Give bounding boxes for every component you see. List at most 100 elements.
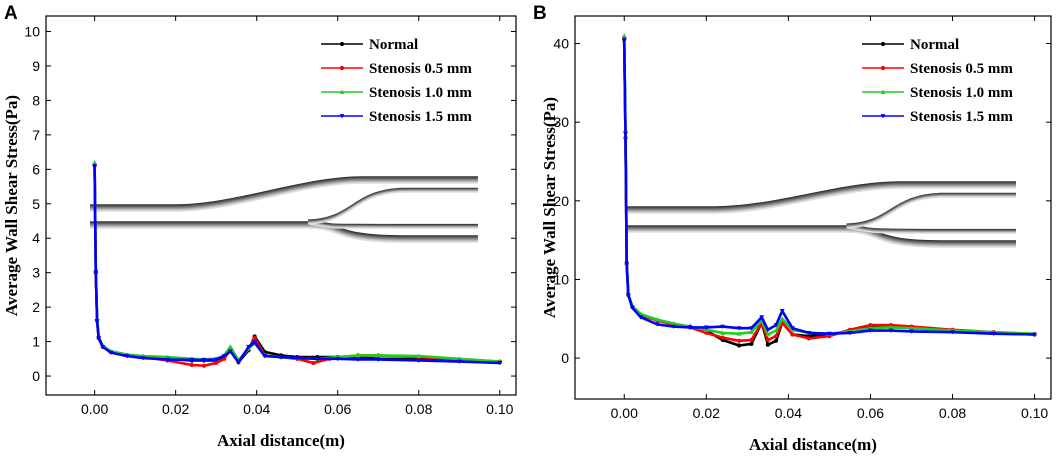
data-point — [201, 357, 207, 363]
data-point — [909, 325, 914, 331]
data-point — [96, 336, 102, 341]
y-tick-label: 8 — [32, 92, 40, 108]
x-tick-label: 0.10 — [486, 401, 513, 417]
panel-label: A — [4, 3, 18, 24]
data-point — [703, 325, 709, 330]
vessel-upper-wall — [627, 185, 1016, 212]
data-point — [720, 330, 726, 335]
data-point — [189, 357, 195, 363]
data-point — [456, 359, 462, 364]
panel-b: B 0.00 0.02 0.04 0.06 0.08 0.10 0 10 20 30 40 Axial … — [533, 3, 1052, 454]
vessel-upper-wall — [627, 181, 1016, 208]
data-point — [868, 322, 873, 328]
data-point — [108, 350, 114, 356]
legend-label: Stenosis 0.5 mm — [369, 61, 472, 77]
x-tick-label: 0.00 — [611, 405, 638, 421]
data-point — [165, 357, 170, 362]
x-tick-label: 0.06 — [857, 405, 884, 421]
legend-swatch-marker — [880, 65, 886, 71]
data-point — [335, 356, 341, 362]
data-point — [221, 354, 227, 359]
data-point — [236, 360, 241, 365]
data-point — [124, 354, 130, 359]
data-point — [765, 327, 771, 333]
data-point — [765, 342, 770, 347]
vessel-upper-wall — [90, 176, 478, 206]
data-point — [621, 37, 627, 42]
data-point — [773, 323, 779, 328]
y-tick-label: 7 — [32, 127, 40, 143]
data-point — [201, 363, 207, 368]
vessel-upper-wall — [627, 184, 1016, 211]
data-point — [375, 357, 381, 362]
y-tick-label: 5 — [32, 196, 40, 212]
legend-label: Stenosis 1.0 mm — [910, 85, 1013, 101]
data-point — [773, 333, 779, 339]
data-point — [749, 341, 754, 347]
data-layer — [92, 160, 503, 368]
data-point — [888, 328, 894, 333]
y-tick-label: 2 — [32, 299, 40, 315]
x-tick-label: 0.08 — [939, 405, 966, 421]
data-point — [625, 293, 631, 298]
x-tick-label: 0.08 — [405, 401, 432, 417]
data-point — [654, 317, 660, 322]
legend-label: Stenosis 1.0 mm — [369, 85, 472, 101]
y-tick-label: 0 — [561, 350, 569, 366]
data-point — [847, 331, 853, 336]
data-point — [638, 315, 644, 320]
y-axis-title: Average Wall Shear Stress(Pa) — [2, 95, 21, 316]
data-point — [759, 315, 765, 320]
vessel-lower-wall — [90, 226, 478, 242]
data-point — [624, 261, 630, 267]
x-tick-label: 0.06 — [324, 401, 351, 417]
series-line-stenosis-1-5-mm — [93, 165, 500, 365]
x-tick-label: 0.10 — [1021, 405, 1048, 421]
data-point — [687, 325, 693, 330]
vessel-illustration — [627, 181, 1016, 248]
data-point — [630, 305, 635, 311]
data-point — [991, 331, 996, 337]
vessel-lower-wall — [90, 227, 478, 243]
y-tick-label: 40 — [553, 36, 569, 52]
y-tick-label: 20 — [553, 193, 569, 209]
data-point — [827, 331, 832, 337]
data-point — [749, 329, 754, 335]
y-tick-label: 4 — [32, 230, 40, 246]
data-point — [278, 355, 284, 360]
vessel-upper-wall — [90, 182, 478, 212]
x-axis-title: Axial distance(m) — [217, 431, 345, 450]
legend-swatch-marker — [339, 65, 345, 71]
data-point — [214, 360, 219, 366]
x-tick-label: 0.00 — [81, 401, 108, 417]
data-point — [94, 319, 100, 324]
data-point — [355, 352, 361, 358]
data-point — [749, 326, 754, 331]
data-point — [765, 332, 771, 337]
legend-swatch-marker — [339, 89, 345, 94]
x-tick-label: 0.04 — [243, 401, 270, 417]
legend-label: Normal — [369, 37, 418, 53]
data-point — [888, 325, 894, 330]
panel-a: A 0.00 0.02 0.04 0.06 0.08 0.10 0 1 2 3 4 5 6 7 8 9 10 Axi… — [2, 3, 517, 450]
vessel-illustration — [90, 176, 478, 243]
y-tick-label: 10 — [24, 24, 40, 40]
y-tick-label: 1 — [32, 334, 40, 350]
data-point — [671, 321, 676, 326]
data-point — [720, 324, 726, 330]
data-point — [1032, 332, 1037, 337]
vessel-upper-wall — [627, 182, 1016, 209]
x-tick-label: 0.04 — [775, 405, 802, 421]
vessel-lower-wall — [627, 230, 1016, 247]
data-point — [93, 270, 99, 276]
legend: Normal Stenosis 0.5 mm Stenosis 1.0 mm Sten… — [862, 37, 1013, 125]
data-point — [252, 336, 257, 341]
legend-label: Normal — [910, 37, 959, 53]
legend-swatch-marker — [880, 41, 886, 47]
data-point — [749, 337, 754, 343]
data-point — [92, 163, 98, 169]
data-point — [704, 330, 709, 336]
data-point — [100, 344, 106, 350]
legend-label: Stenosis 1.5 mm — [369, 109, 472, 125]
